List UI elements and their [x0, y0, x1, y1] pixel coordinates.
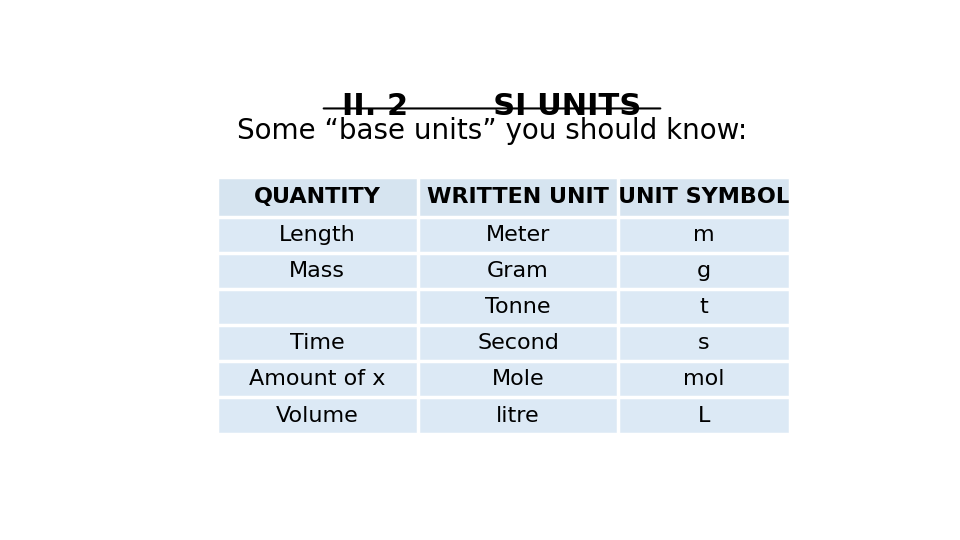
Text: Second: Second — [477, 333, 559, 353]
Bar — [217, 253, 789, 289]
Bar — [217, 217, 789, 253]
Text: g: g — [697, 261, 711, 281]
Text: Gram: Gram — [487, 261, 549, 281]
Text: Length: Length — [278, 225, 355, 245]
Text: Some “base units” you should know:: Some “base units” you should know: — [237, 117, 747, 145]
Text: WRITTEN UNIT: WRITTEN UNIT — [427, 187, 609, 207]
Text: litre: litre — [496, 406, 540, 426]
Text: Mass: Mass — [289, 261, 346, 281]
Text: Amount of x: Amount of x — [249, 369, 385, 389]
Text: m: m — [693, 225, 715, 245]
Text: mol: mol — [684, 369, 725, 389]
Text: Volume: Volume — [276, 406, 358, 426]
Text: Meter: Meter — [486, 225, 550, 245]
Text: QUANTITY: QUANTITY — [253, 187, 380, 207]
Text: II. 2        SI UNITS: II. 2 SI UNITS — [343, 92, 641, 121]
Bar — [217, 325, 789, 361]
Text: Mole: Mole — [492, 369, 544, 389]
Bar — [217, 289, 789, 325]
Text: s: s — [698, 333, 709, 353]
Text: L: L — [698, 406, 710, 426]
Text: t: t — [700, 297, 708, 317]
Text: UNIT SYMBOL: UNIT SYMBOL — [618, 187, 790, 207]
Text: Time: Time — [290, 333, 345, 353]
Bar — [217, 177, 789, 217]
Text: Tonne: Tonne — [486, 297, 551, 317]
Bar — [217, 397, 789, 434]
Bar — [217, 361, 789, 397]
